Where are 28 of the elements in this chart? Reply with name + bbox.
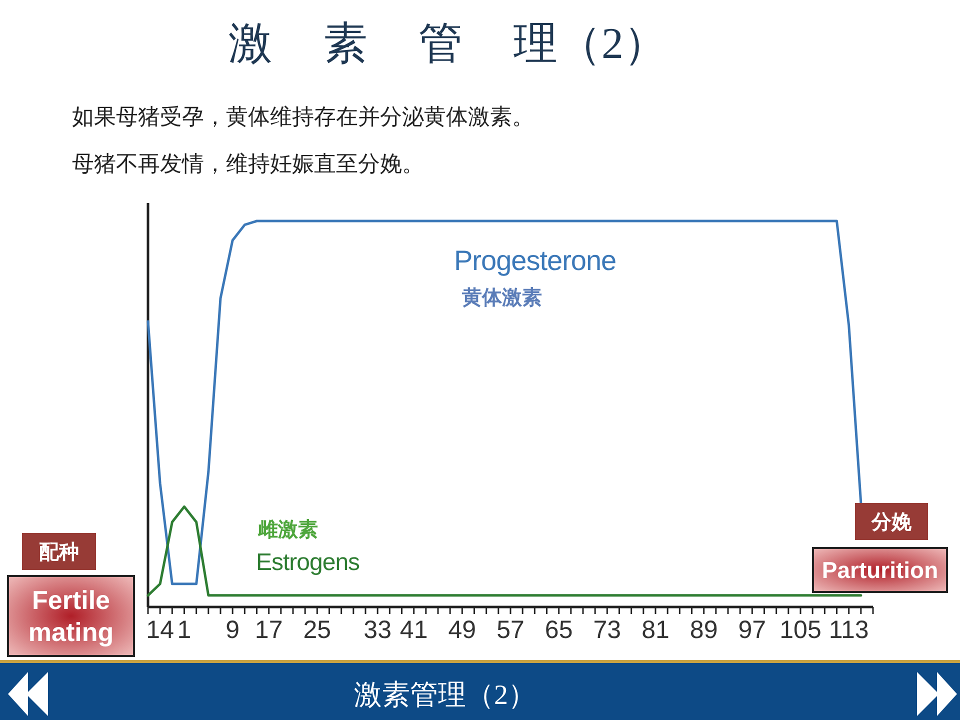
x-tick-label: 57 [496,616,524,644]
x-tick-label: 49 [448,616,476,644]
annotation: 雌激素 [257,518,318,541]
x-tick-label: 14 [146,616,174,644]
x-tick-label: 73 [593,616,622,644]
text: 母猪不再发情，维持妊娠直至分娩。 [72,151,424,176]
chart-title: 激 素 管 理（2） [228,19,668,68]
x-tick-label: 41 [400,616,428,644]
annotation: 黄体激素 [461,286,542,309]
series-label: Progesterone [454,245,616,276]
text: Fertile mating [28,585,114,648]
x-tick-label: 89 [690,616,718,644]
x-tick-label: 81 [642,616,670,644]
x-tick-label: 105 [780,616,822,644]
text: 如果母猪受孕，黄体维持存在并分泌黄体激素。 [72,104,534,129]
x-tick-label: 1 [177,616,192,644]
text: 配种 [39,542,79,564]
x-tick-label: 33 [364,616,392,644]
x-tick-label: 17 [254,616,283,644]
x-tick-label: 25 [303,616,332,644]
series-label: Estrogens [256,549,360,576]
x-tick-label: 97 [738,616,766,644]
annotation: Parturition [822,557,938,584]
text: 激素管理（2） [354,680,536,711]
x-tick-label: 65 [544,616,573,644]
x-tick-label: 113 [828,616,869,644]
annotation: 分娩 [870,512,912,534]
x-tick-label: 9 [226,616,240,644]
